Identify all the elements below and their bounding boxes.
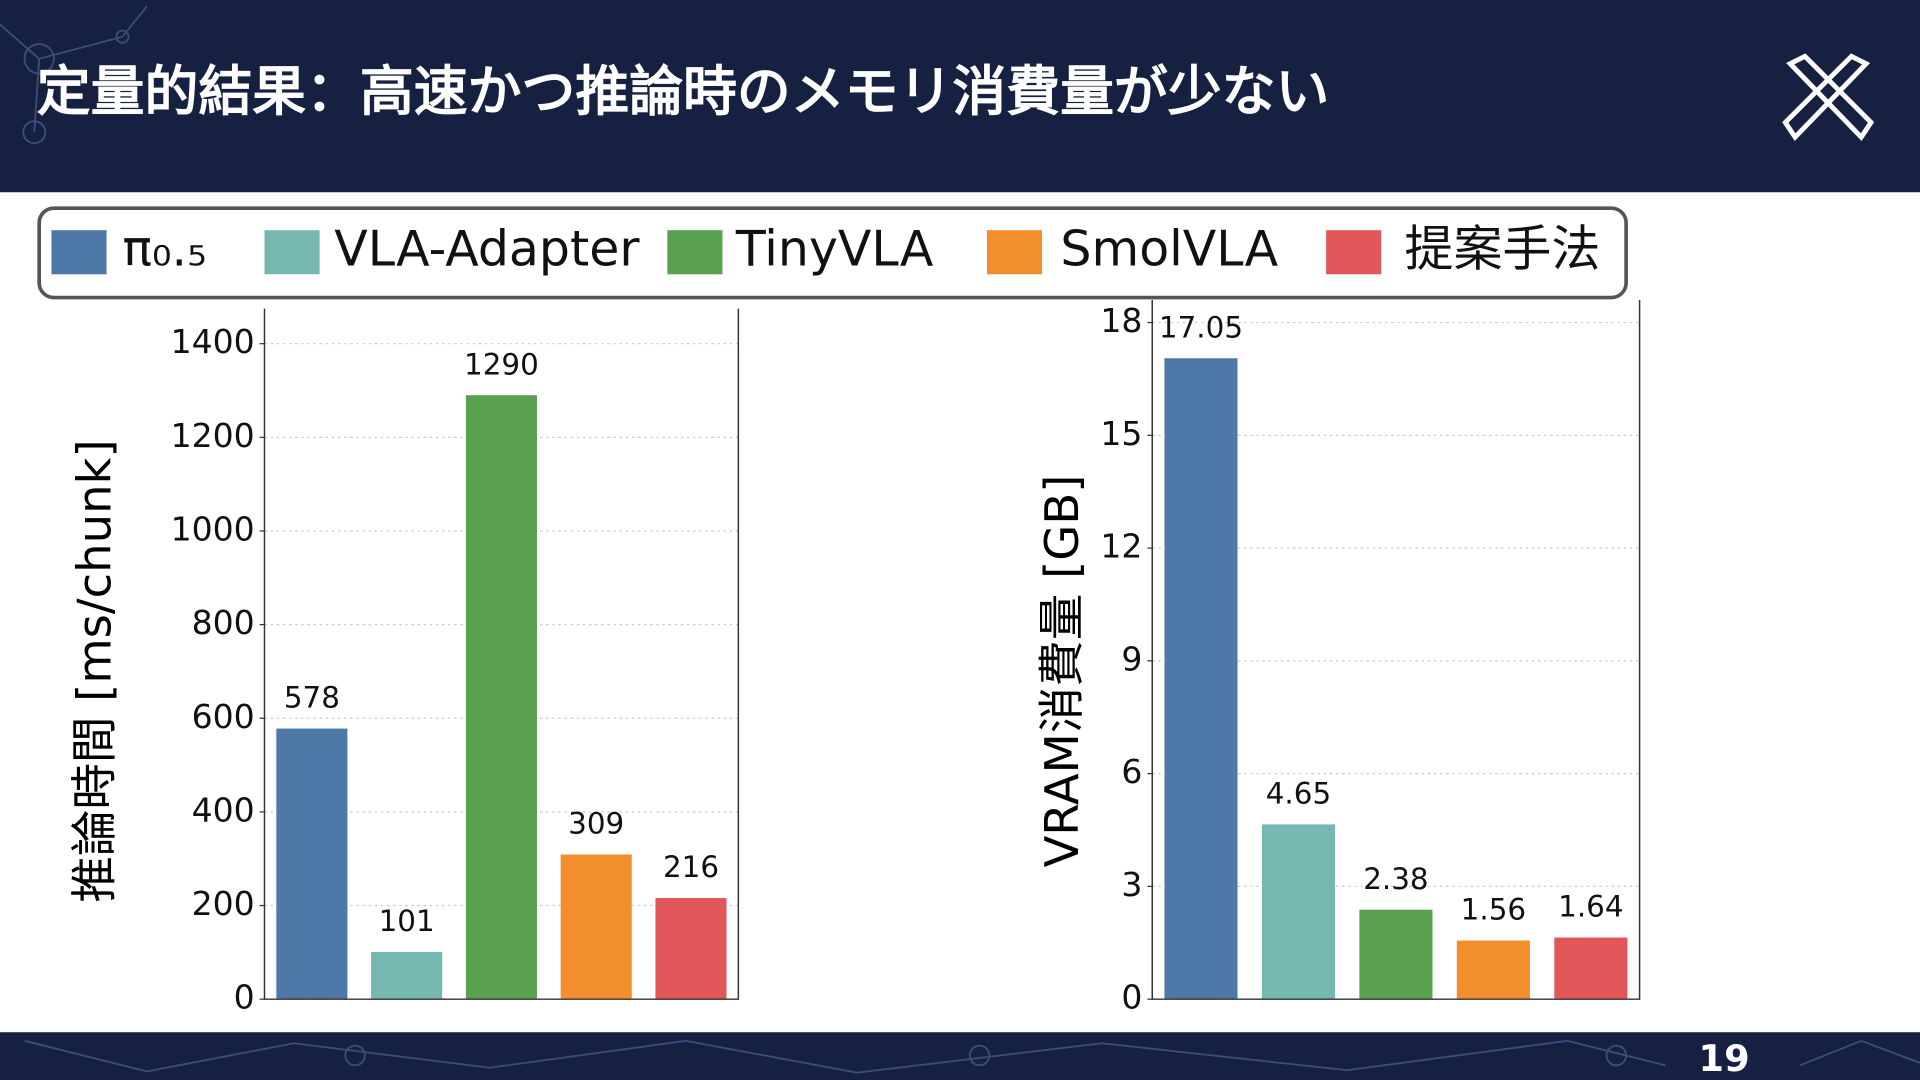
legend-label: 提案手法 xyxy=(1404,221,1600,278)
value-label: 4.65 xyxy=(1266,777,1331,811)
y-tick-label: 1200 xyxy=(171,416,255,455)
y-tick-label: 200 xyxy=(192,884,255,923)
y-tick-label: 18 xyxy=(1100,301,1142,340)
bar xyxy=(1164,358,1238,1000)
header-decoration xyxy=(0,5,148,145)
bar xyxy=(1261,824,1335,1000)
axis-frame xyxy=(263,308,740,1000)
value-label: 1.56 xyxy=(1461,893,1526,927)
bar xyxy=(465,395,537,1000)
legend-label: VLA-Adapter xyxy=(334,221,640,278)
value-label: 216 xyxy=(663,850,719,884)
footer-decoration xyxy=(24,1039,1920,1074)
logo xyxy=(1782,53,1875,142)
page-number: 19 xyxy=(1699,1037,1750,1080)
value-label: 101 xyxy=(379,904,435,938)
bar xyxy=(560,854,632,1000)
footer-band xyxy=(0,1032,1920,1080)
y-tick-label: 400 xyxy=(192,790,255,829)
y-axis-title: 推論時間 [ms/chunk] xyxy=(67,439,121,902)
value-label: 1.64 xyxy=(1558,890,1623,924)
legend-label: SmolVLA xyxy=(1060,221,1278,278)
slide-title: 定量的結果：高速かつ推論時のメモリ消費量が少ない xyxy=(37,60,1330,123)
legend-swatch xyxy=(986,230,1043,275)
y-tick-label: 800 xyxy=(192,603,255,642)
y-axis-title: VRAM消費量 [GB] xyxy=(1035,475,1089,868)
legend-swatch xyxy=(264,230,320,275)
y-tick-label: 1400 xyxy=(171,322,255,361)
y-tick-label: 600 xyxy=(192,697,255,736)
axis-frame xyxy=(1151,300,1641,1000)
y-tick-label: 15 xyxy=(1100,414,1142,453)
bar xyxy=(1554,937,1628,1000)
header-band xyxy=(0,0,1920,193)
y-tick-label: 1000 xyxy=(171,509,255,548)
bar xyxy=(655,898,727,1000)
bar xyxy=(1359,909,1433,1000)
bar xyxy=(371,951,443,1000)
value-label: 1290 xyxy=(464,347,539,381)
legend-swatch xyxy=(667,230,723,275)
bar xyxy=(276,728,348,1000)
bar xyxy=(1456,940,1530,1000)
legend-label: π₀.₅ xyxy=(122,221,206,278)
legend-label: TinyVLA xyxy=(735,221,934,278)
legend-swatch xyxy=(1326,230,1382,275)
y-tick-label: 3 xyxy=(1121,865,1142,904)
y-tick-label: 6 xyxy=(1121,752,1142,791)
value-label: 309 xyxy=(568,807,624,841)
value-label: 17.05 xyxy=(1159,310,1243,344)
legend-swatch xyxy=(51,230,107,275)
legend-box xyxy=(37,206,1628,300)
value-label: 2.38 xyxy=(1363,862,1428,896)
y-tick-label: 0 xyxy=(234,978,255,1017)
value-label: 578 xyxy=(284,681,340,715)
y-tick-label: 9 xyxy=(1121,639,1142,678)
y-tick-label: 12 xyxy=(1100,527,1142,566)
y-tick-label: 0 xyxy=(1121,978,1142,1017)
